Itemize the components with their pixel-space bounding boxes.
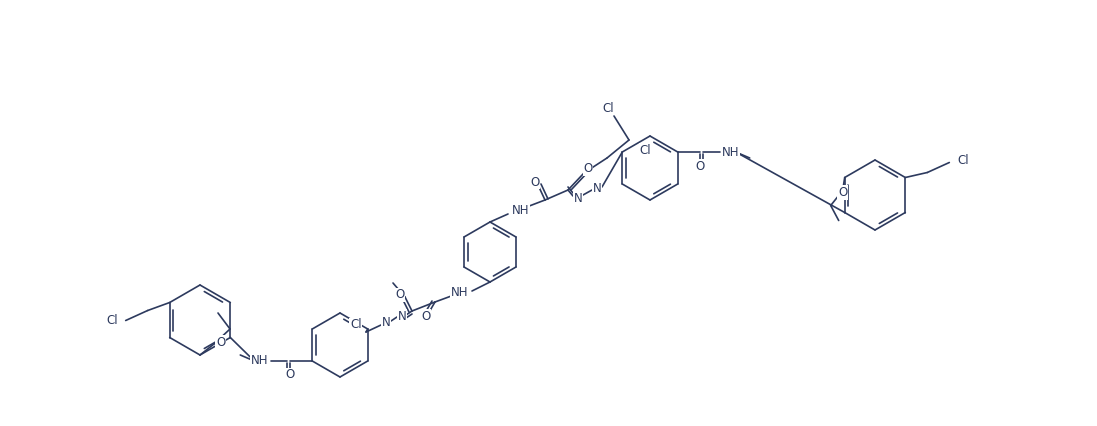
Text: NH: NH: [722, 146, 739, 158]
Text: NH: NH: [451, 287, 468, 299]
Text: O: O: [395, 288, 405, 302]
Text: O: O: [216, 336, 225, 348]
Text: N: N: [397, 310, 406, 322]
Text: O: O: [421, 310, 431, 322]
Text: O: O: [530, 176, 540, 188]
Text: O: O: [584, 162, 592, 176]
Text: O: O: [838, 186, 847, 199]
Text: NH: NH: [251, 354, 269, 368]
Text: O: O: [285, 368, 295, 382]
Text: NH: NH: [512, 204, 530, 218]
Text: N: N: [592, 181, 601, 195]
Text: Cl: Cl: [350, 319, 362, 331]
Text: N: N: [574, 192, 583, 204]
Text: O: O: [695, 159, 704, 173]
Text: Cl: Cl: [958, 154, 969, 167]
Text: Cl: Cl: [106, 314, 117, 327]
Text: Cl: Cl: [640, 144, 651, 156]
Text: Cl: Cl: [602, 101, 614, 115]
Text: N: N: [382, 317, 391, 329]
